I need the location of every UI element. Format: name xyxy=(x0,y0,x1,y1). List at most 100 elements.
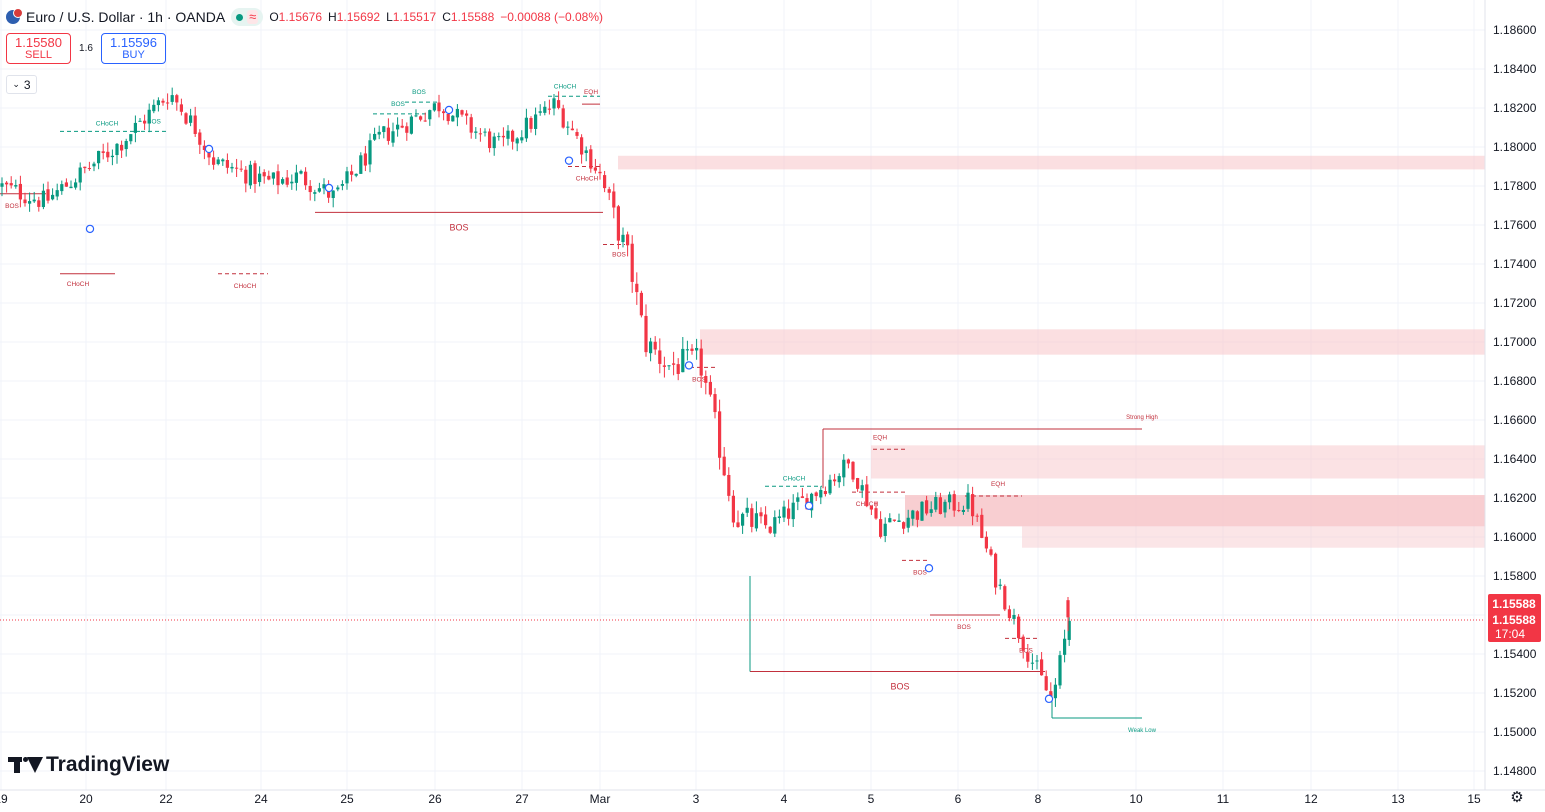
sell-button[interactable]: 1.15580 SELL xyxy=(6,33,71,64)
candle-body xyxy=(1007,609,1011,619)
indicators-toggle[interactable]: ⌄ 3 xyxy=(6,75,37,94)
candle-body xyxy=(258,173,262,183)
time-axis[interactable]: 19 20 22 24 25 26 27 Mar 3 4 5 6 8 10 11 12 13 15 xyxy=(0,792,1481,806)
candle-body xyxy=(718,411,722,458)
structure-label: CHoCH xyxy=(234,283,257,290)
candle-body xyxy=(317,188,321,192)
candle-body xyxy=(994,553,998,588)
candle-body xyxy=(92,163,96,167)
candle-body xyxy=(920,501,924,521)
candle-body xyxy=(483,131,487,133)
y-tick-label: 1.16000 xyxy=(1493,530,1537,544)
y-tick-label: 1.15400 xyxy=(1493,647,1537,661)
candle-body xyxy=(460,110,464,115)
change-value: −0.00088 (−0.08%) xyxy=(500,10,603,24)
candle-body xyxy=(557,100,561,108)
supply-zone xyxy=(1022,526,1485,548)
symbol-title[interactable]: Euro / U.S. Dollar · 1h · OANDA xyxy=(26,9,226,25)
candlestick-series xyxy=(0,87,1071,707)
candle-body xyxy=(488,131,492,149)
candle-body xyxy=(400,125,404,128)
y-tick-label: 1.16400 xyxy=(1493,452,1537,466)
candle-body xyxy=(110,155,114,158)
candle-body xyxy=(787,508,791,519)
swing-marker xyxy=(85,224,95,234)
candle-body xyxy=(69,186,73,189)
candle-body xyxy=(1030,662,1034,664)
structure-label: CHoCH xyxy=(576,176,599,183)
x-tick-label: 10 xyxy=(1129,792,1143,806)
candle-body xyxy=(506,130,510,139)
candle-body xyxy=(133,122,137,133)
candle-body xyxy=(230,166,234,169)
swing-marker xyxy=(564,156,574,165)
price-axis[interactable]: 1.18600 1.18400 1.18200 1.18000 1.17800 1.176… xyxy=(1493,23,1537,778)
candle-body xyxy=(147,109,151,124)
candle-body xyxy=(943,501,947,513)
candle-body xyxy=(106,151,110,158)
tradingview-logo-icon xyxy=(8,755,43,775)
candle-body xyxy=(1040,659,1044,676)
candle-body xyxy=(202,145,206,151)
swing-marker xyxy=(1044,694,1054,704)
candle-body xyxy=(304,171,308,186)
candle-body xyxy=(754,513,758,529)
candle-body xyxy=(354,173,358,176)
candle-body xyxy=(1053,684,1057,699)
swing-marker xyxy=(444,105,454,115)
candle-body xyxy=(662,365,666,367)
candle-body xyxy=(396,124,400,130)
candle-body xyxy=(221,159,225,162)
candle-body xyxy=(1035,660,1039,662)
y-tick-label: 1.15800 xyxy=(1493,569,1537,583)
candle-body xyxy=(1017,616,1021,639)
candle-body xyxy=(856,478,860,489)
candle-body xyxy=(64,182,68,187)
candle-body xyxy=(474,131,478,133)
settings-icon[interactable]: ⚙ xyxy=(1510,789,1524,806)
candle-body xyxy=(906,517,910,528)
candle-body xyxy=(672,363,676,365)
candle-body xyxy=(971,494,975,517)
candle-body xyxy=(55,190,59,197)
y-tick-label: 1.15200 xyxy=(1493,686,1537,700)
x-tick-label: 11 xyxy=(1217,792,1230,806)
buy-button[interactable]: 1.15596 BUY xyxy=(101,33,166,64)
candle-body xyxy=(515,138,519,144)
candle-body xyxy=(685,349,689,351)
swing-marker xyxy=(684,361,694,370)
indicators-count: 3 xyxy=(23,77,31,92)
structure-label: BOS xyxy=(692,376,706,383)
candle-body xyxy=(750,508,754,527)
candle-body xyxy=(925,500,929,514)
candle-body xyxy=(74,182,78,188)
candle-body xyxy=(5,182,9,185)
candle-body xyxy=(97,150,101,164)
buy-price: 1.15596 xyxy=(110,34,157,50)
tradingview-logo[interactable]: TradingView xyxy=(8,753,169,777)
candle-body xyxy=(216,159,220,165)
candle-body xyxy=(961,509,965,512)
candle-body xyxy=(225,160,229,168)
market-status[interactable]: ≈ xyxy=(231,8,264,26)
candle-body xyxy=(193,115,197,134)
structure-label: BOS xyxy=(957,624,971,631)
candle-body xyxy=(60,184,64,192)
candle-body xyxy=(1012,614,1016,619)
trade-panel: 1.15580 SELL 1.6 1.15596 BUY xyxy=(6,33,166,64)
y-tick-label: 1.14800 xyxy=(1493,764,1537,778)
candle-body xyxy=(791,502,795,520)
candle-body xyxy=(78,167,82,183)
candle-body xyxy=(340,184,344,186)
high-label: H xyxy=(328,10,337,24)
x-tick-label: 27 xyxy=(515,792,529,806)
candle-body xyxy=(129,134,133,142)
y-tick-label: 1.18400 xyxy=(1493,62,1537,76)
candle-body xyxy=(598,171,602,174)
candle-body xyxy=(998,584,1002,586)
candle-body xyxy=(41,190,45,208)
candle-body xyxy=(777,516,781,519)
candle-body xyxy=(727,474,731,496)
bar-countdown: 17:04 xyxy=(1495,627,1525,641)
